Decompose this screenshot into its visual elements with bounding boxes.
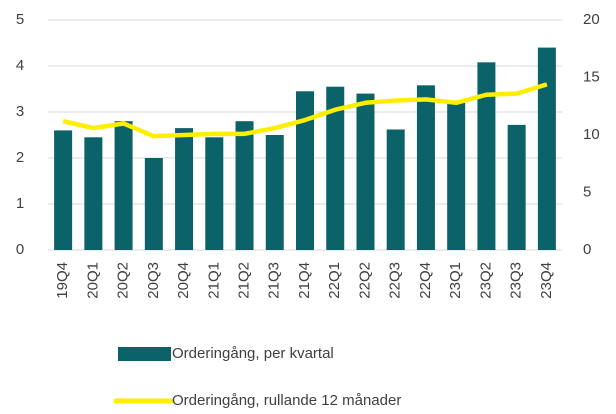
x-tick-label: 22Q2 xyxy=(356,262,373,299)
x-tick-label: 20Q3 xyxy=(145,262,162,299)
x-tick-label: 23Q2 xyxy=(477,262,494,299)
y-tick-label: 0 xyxy=(16,241,24,258)
bar xyxy=(447,100,466,250)
bar xyxy=(84,137,103,250)
x-tick-label: 20Q2 xyxy=(115,262,132,299)
x-tick-label: 21Q4 xyxy=(296,262,313,299)
x-tick-label: 23Q3 xyxy=(508,262,525,299)
line xyxy=(62,82,548,139)
bar xyxy=(144,158,163,250)
x-tick-label: 23Q4 xyxy=(538,262,555,299)
x-tick-label: 19Q4 xyxy=(54,262,71,299)
y-tick-label: 1 xyxy=(16,195,24,212)
bar xyxy=(114,121,133,250)
legend-swatch xyxy=(118,347,171,361)
x-tick-label: 21Q2 xyxy=(235,262,252,299)
y2-tick-label: 15 xyxy=(583,68,600,85)
x-tick-label: 20Q4 xyxy=(175,262,192,299)
bar xyxy=(205,137,224,250)
y2-tick-label: 0 xyxy=(583,241,591,258)
bar xyxy=(416,85,435,250)
x-tick-label: 23Q1 xyxy=(447,262,464,299)
x-tick-label: 20Q1 xyxy=(84,262,101,299)
bar xyxy=(386,129,405,250)
x-tick-label: 22Q1 xyxy=(326,262,343,299)
bar xyxy=(326,86,345,250)
bar xyxy=(296,91,314,250)
legend-label: Orderingång, per kvartal xyxy=(172,345,334,362)
y-tick-label: 5 xyxy=(16,11,24,28)
y2-tick-label: 5 xyxy=(583,183,591,200)
x-tick-label: 22Q4 xyxy=(417,262,434,299)
x-tick-label: 21Q1 xyxy=(205,262,222,299)
y-tick-label: 2 xyxy=(16,149,24,166)
y2-tick-label: 20 xyxy=(583,11,600,28)
y-tick-label: 3 xyxy=(16,103,24,120)
bar xyxy=(537,47,556,250)
bar xyxy=(507,124,526,250)
x-tick-label: 21Q3 xyxy=(266,262,283,299)
bar xyxy=(54,130,73,250)
bar xyxy=(235,121,254,250)
y-tick-label: 4 xyxy=(16,57,24,74)
x-tick-label: 22Q3 xyxy=(387,262,404,299)
legend-label: Orderingång, rullande 12 månader xyxy=(172,392,401,409)
bar xyxy=(265,135,284,250)
y2-tick-label: 10 xyxy=(583,126,600,143)
bar xyxy=(175,128,194,250)
bar xyxy=(356,93,375,250)
bar xyxy=(477,62,496,250)
